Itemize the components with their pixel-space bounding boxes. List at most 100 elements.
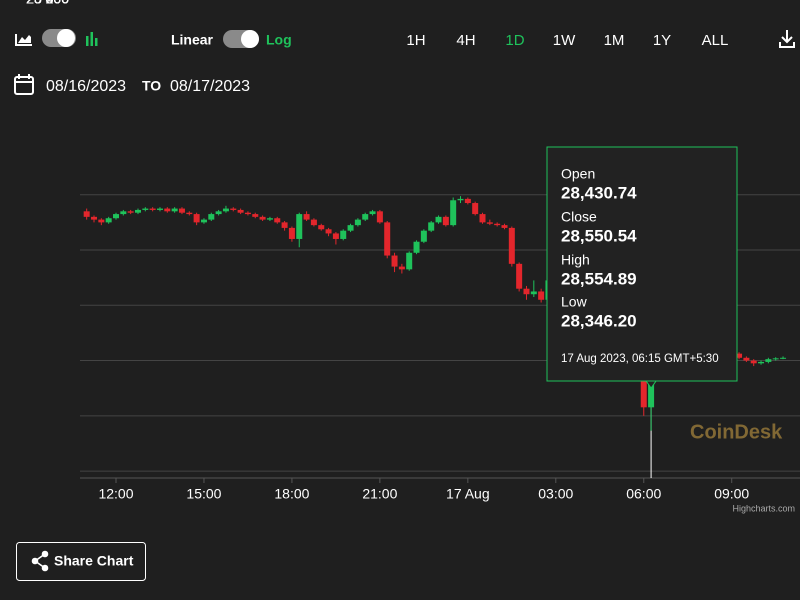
candle-body (347, 225, 354, 231)
candle-body (113, 214, 119, 219)
candle-body (105, 218, 112, 223)
candle-body (765, 359, 772, 362)
candle-body (281, 222, 288, 228)
date-to[interactable]: 08/17/2023 (170, 78, 250, 95)
candle-body (354, 219, 361, 226)
x-tick-label: 06:00 (626, 486, 661, 502)
candle-body (332, 233, 339, 239)
candle-body (244, 212, 251, 215)
candle-body (237, 209, 244, 213)
tooltip-value: 28,430.74 (561, 183, 637, 202)
tooltip-label: High (561, 252, 590, 268)
candle-body (303, 214, 310, 220)
x-tick-label: 03:00 (538, 486, 573, 502)
candle-body (391, 255, 398, 267)
share-button[interactable]: Share Chart (16, 542, 146, 581)
candle-body (508, 227, 515, 264)
candle-body (230, 208, 237, 210)
log-label[interactable]: Log (266, 32, 292, 48)
y-tick-label: 28 200 (26, 0, 69, 7)
tooltip-value: 28,346.20 (561, 311, 637, 330)
date-from[interactable]: 08/16/2023 (46, 78, 126, 95)
candle-body (464, 198, 471, 204)
y-tick-label: 28 800 (26, 0, 69, 7)
y-tick-label: 29 200 (26, 0, 69, 7)
y-tick-label: 29 000 (26, 0, 69, 7)
candle-body (208, 214, 215, 220)
range-button[interactable]: ALL (702, 32, 729, 49)
candle-body (648, 374, 655, 408)
candle-body (736, 353, 743, 358)
candle-body (538, 291, 545, 300)
candle-body (398, 266, 405, 270)
candle-body (772, 358, 779, 360)
chart-type-toggle[interactable] (42, 29, 76, 47)
share-label[interactable]: Share Chart (54, 553, 134, 569)
range-button[interactable]: 1W (553, 32, 576, 49)
candle-body (215, 211, 222, 215)
candle-body (200, 219, 207, 223)
calendar-icon[interactable] (14, 74, 34, 95)
tooltip-time: 17 Aug 2023, 06:15 GMT+5:30 (561, 353, 719, 365)
candle-body (120, 211, 127, 215)
tooltip-label: Low (561, 294, 588, 310)
candle-body (406, 252, 413, 270)
candle-body (193, 214, 200, 223)
candle-body (486, 222, 493, 224)
candle-body (266, 218, 273, 220)
x-tick-label: 15:00 (186, 486, 221, 502)
scale-toggle[interactable] (223, 30, 259, 48)
candle-body (156, 208, 163, 210)
date-separator: TO (142, 78, 161, 94)
x-tick-label: 12:00 (98, 486, 133, 502)
range-button[interactable]: 1H (406, 32, 425, 49)
candle-body (494, 223, 501, 226)
linear-label[interactable]: Linear (171, 32, 214, 48)
candle-body (362, 214, 369, 220)
x-tick-label: 18:00 (274, 486, 309, 502)
candle-body (516, 263, 523, 289)
candle-body (310, 219, 317, 226)
range-button[interactable]: 1D (505, 32, 524, 49)
candle-body (178, 208, 185, 213)
x-tick-label: 17 Aug (446, 486, 490, 502)
candle-body (384, 222, 391, 256)
x-tick-label: 21:00 (362, 486, 397, 502)
tooltip-label: Open (561, 166, 595, 182)
area-icon[interactable] (15, 34, 32, 46)
range-button[interactable]: 1Y (653, 32, 671, 49)
candle-body (98, 219, 105, 223)
candle-body (420, 230, 427, 242)
credit: Highcharts.com (732, 503, 795, 513)
bar-icon[interactable] (86, 32, 98, 46)
candle-body (186, 212, 193, 215)
candle-body (325, 229, 332, 234)
candle-body (376, 211, 383, 223)
tooltip-pointer (645, 380, 658, 389)
candle-body (413, 241, 420, 253)
candle-body (91, 216, 98, 220)
candle-body (457, 198, 464, 201)
candle-body (780, 357, 787, 359)
candle-body (222, 208, 229, 212)
candle-body (450, 200, 457, 226)
watermark: CoinDesk (690, 421, 783, 443)
range-button[interactable]: 1M (604, 32, 625, 49)
candle-body (428, 222, 435, 231)
candle-body (127, 211, 134, 213)
range-button[interactable]: 4H (456, 32, 475, 49)
download-icon[interactable] (779, 30, 795, 48)
candle-body (142, 208, 149, 210)
y-tick-label: 28 400 (26, 0, 69, 7)
candle-body (501, 225, 508, 228)
candle-body (134, 209, 141, 213)
candle-body (472, 203, 479, 215)
candle-body (296, 214, 303, 239)
candle-body (523, 288, 530, 295)
candle-body (83, 211, 90, 217)
y-tick-label: 28 600 (26, 0, 69, 7)
candle-body (442, 216, 449, 226)
tooltip-box (546, 146, 738, 382)
